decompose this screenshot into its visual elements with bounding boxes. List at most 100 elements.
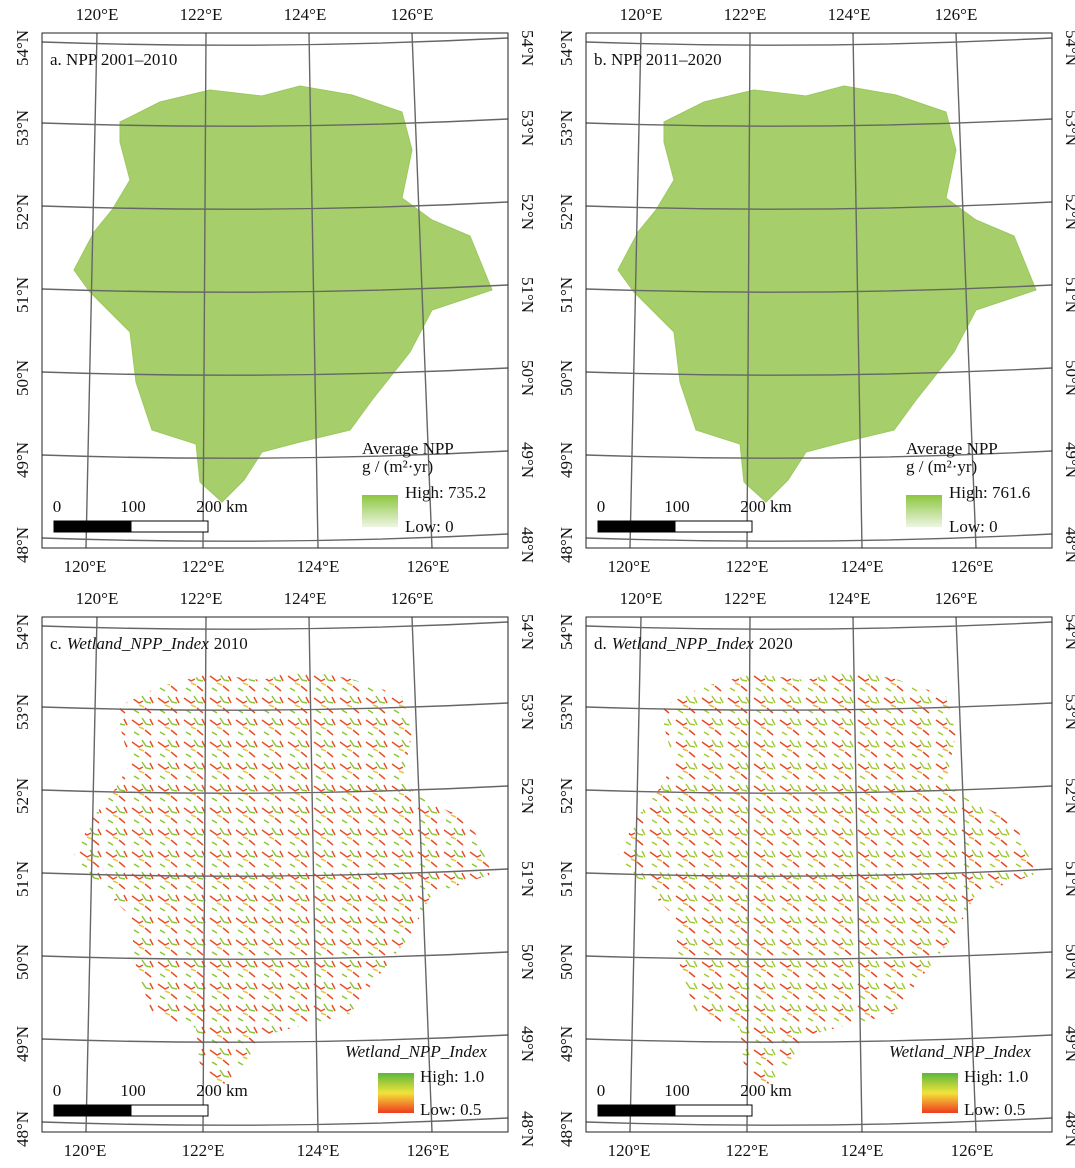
lon-label-top: 126°E xyxy=(391,5,434,24)
scale-label: 0 xyxy=(53,1081,62,1100)
lat-label-left: 51°N xyxy=(13,861,32,897)
scale-label: 200 km xyxy=(196,497,247,516)
parallel xyxy=(585,201,1053,210)
lat-label-right: 51°N xyxy=(518,277,537,313)
panel-title: b. NPP 2011–2020 xyxy=(594,50,722,69)
scale-bar-black xyxy=(53,520,132,533)
legend-high: High: 1.0 xyxy=(964,1067,1028,1086)
lat-label-right: 51°N xyxy=(518,861,537,897)
legend-high: High: 761.6 xyxy=(949,483,1030,502)
parallel xyxy=(41,367,509,376)
lon-label-bottom: 120°E xyxy=(64,557,107,576)
lat-label-right: 53°N xyxy=(518,694,537,730)
parallel xyxy=(585,37,1053,46)
lon-label-bottom: 124°E xyxy=(841,557,884,576)
lat-label-left: 53°N xyxy=(13,110,32,146)
map-frame xyxy=(41,32,509,549)
lat-label-left: 52°N xyxy=(13,194,32,230)
legend-low: Low: 0.5 xyxy=(420,1100,481,1119)
legend-gradient xyxy=(378,1073,414,1113)
lat-label-right: 54°N xyxy=(1062,614,1075,650)
lon-label-bottom: 120°E xyxy=(608,1141,651,1160)
lat-label-left: 49°N xyxy=(13,442,32,478)
lat-label-left: 53°N xyxy=(557,694,576,730)
lat-label-right: 49°N xyxy=(518,442,537,478)
lat-label-left: 51°N xyxy=(13,277,32,313)
lon-label-bottom: 122°E xyxy=(726,557,769,576)
lat-label-right: 50°N xyxy=(1062,944,1075,980)
title-part: 2020 xyxy=(759,634,793,653)
lon-label-top: 120°E xyxy=(620,5,663,24)
lon-label-bottom: 126°E xyxy=(407,557,450,576)
parallel xyxy=(585,1117,1053,1126)
lat-label-right: 54°N xyxy=(1062,30,1075,66)
title-part: 2010 xyxy=(214,634,248,653)
lat-label-left: 50°N xyxy=(557,944,576,980)
lat-label-right: 53°N xyxy=(518,110,537,146)
lat-label-left: 54°N xyxy=(13,614,32,650)
lon-label-top: 120°E xyxy=(620,589,663,608)
lon-label-top: 126°E xyxy=(935,589,978,608)
lat-label-right: 53°N xyxy=(1062,110,1075,146)
lat-label-left: 49°N xyxy=(557,442,576,478)
lat-label-right: 48°N xyxy=(518,527,537,563)
lon-label-bottom: 126°E xyxy=(407,1141,450,1160)
lon-label-bottom: 120°E xyxy=(608,557,651,576)
lat-label-right: 50°N xyxy=(1062,360,1075,396)
title-part: c. xyxy=(50,634,62,653)
lat-label-right: 52°N xyxy=(518,194,537,230)
scale-bar-white xyxy=(130,1104,209,1117)
scale-label: 200 km xyxy=(196,1081,247,1100)
legend-high: High: 1.0 xyxy=(420,1067,484,1086)
lon-label-top: 120°E xyxy=(76,5,119,24)
parallel xyxy=(41,284,509,293)
lon-label-top: 126°E xyxy=(391,589,434,608)
map-panel: 120°E 120°E 122°E 122°E 124°E 124°E 126°E 126°E… xyxy=(557,5,1075,576)
parallel xyxy=(585,951,1053,960)
lat-label-left: 50°N xyxy=(557,360,576,396)
lat-label-left: 52°N xyxy=(13,778,32,814)
legend-low: Low: 0 xyxy=(949,517,998,536)
meridian xyxy=(955,32,977,549)
legend-title: Wetland_NPP_Index xyxy=(889,1042,1031,1061)
lat-label-left: 50°N xyxy=(13,360,32,396)
lon-label-top: 124°E xyxy=(284,589,327,608)
parallel xyxy=(585,621,1053,630)
parallel xyxy=(41,1117,509,1126)
parallel xyxy=(585,785,1053,794)
scale-bar-black xyxy=(53,1104,132,1117)
meridian xyxy=(746,32,751,549)
meridian xyxy=(308,32,319,549)
map-frame xyxy=(585,32,1053,549)
lon-label-bottom: 126°E xyxy=(951,1141,994,1160)
scale-label: 0 xyxy=(597,1081,606,1100)
parallel xyxy=(41,37,509,46)
legend-gradient xyxy=(922,1073,958,1113)
parallel xyxy=(585,702,1053,711)
lat-label-right: 51°N xyxy=(1062,277,1075,313)
lat-label-right: 50°N xyxy=(518,360,537,396)
lon-label-top: 120°E xyxy=(76,589,119,608)
lat-label-right: 50°N xyxy=(518,944,537,980)
legend-unit: g / (m²·yr) xyxy=(362,457,433,476)
lon-label-top: 122°E xyxy=(724,5,767,24)
parallel xyxy=(41,785,509,794)
parallel xyxy=(41,621,509,630)
panel-title: d. Wetland_NPP_Index 2020 xyxy=(594,634,793,653)
lat-label-left: 54°N xyxy=(557,30,576,66)
lat-label-right: 49°N xyxy=(1062,442,1075,478)
meridian xyxy=(411,32,433,549)
lon-label-top: 122°E xyxy=(180,589,223,608)
legend-gradient xyxy=(362,495,398,527)
study-region xyxy=(618,670,1036,1086)
panel-title: c. Wetland_NPP_Index 2010 xyxy=(50,634,248,653)
lat-label-right: 53°N xyxy=(1062,694,1075,730)
scale-label: 100 xyxy=(664,497,690,516)
parallel xyxy=(585,450,1053,459)
meridian xyxy=(746,616,751,1133)
scale-label: 200 km xyxy=(740,1081,791,1100)
lon-label-top: 124°E xyxy=(828,5,871,24)
scale-label: 200 km xyxy=(740,497,791,516)
parallel xyxy=(585,367,1053,376)
parallel xyxy=(41,118,509,127)
